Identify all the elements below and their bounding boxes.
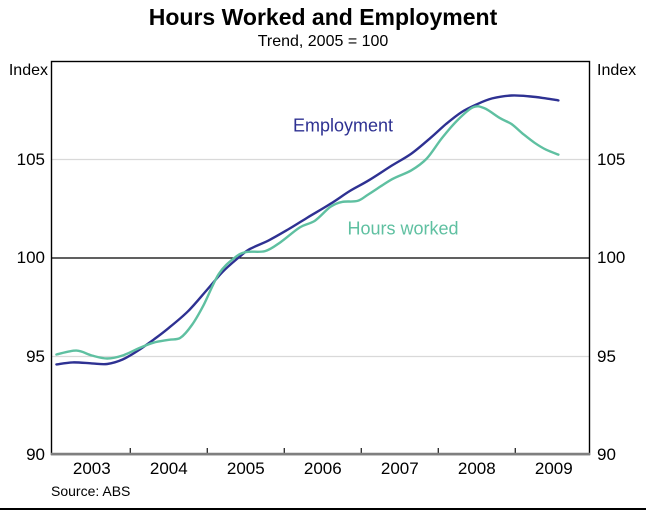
x-tick-label-2005: 2005 (226, 459, 265, 478)
y-tick-label-left-90: 90 (26, 445, 45, 464)
x-tick-label-2006: 2006 (303, 459, 342, 478)
chart-title: Hours Worked and Employment (148, 4, 498, 30)
y-axis-unit-label-right: Index (597, 62, 637, 79)
y-tick-label-right-100: 100 (597, 248, 626, 267)
y-tick-label-right-95: 95 (597, 346, 616, 366)
chart-subtitle: Trend, 2005 = 100 (257, 33, 389, 50)
series-label-hours-worked: Hours worked (347, 218, 459, 239)
y-tick-label-right-90: 90 (597, 445, 616, 464)
source-note: Source: ABS (51, 483, 131, 499)
x-tick-label-2009: 2009 (534, 459, 573, 478)
x-tick-label-2008: 2008 (457, 459, 496, 478)
hours-worked-line (55, 105, 560, 360)
y-tick-label-left-105: 105 (16, 149, 45, 169)
footer-rule (0, 508, 646, 510)
series-label-employment: Employment (292, 115, 394, 136)
plot-area (50, 60, 591, 456)
x-tick-label-2004: 2004 (149, 459, 188, 478)
x-tick-label-2007: 2007 (380, 459, 419, 478)
x-tick-label-2003: 2003 (72, 459, 111, 478)
y-axis-unit-label-left: Index (8, 62, 48, 79)
employment-line (55, 94, 560, 366)
y-tick-label-left-95: 95 (26, 346, 45, 366)
y-tick-label-right-105: 105 (597, 149, 626, 169)
y-tick-label-left-100: 100 (16, 248, 45, 267)
